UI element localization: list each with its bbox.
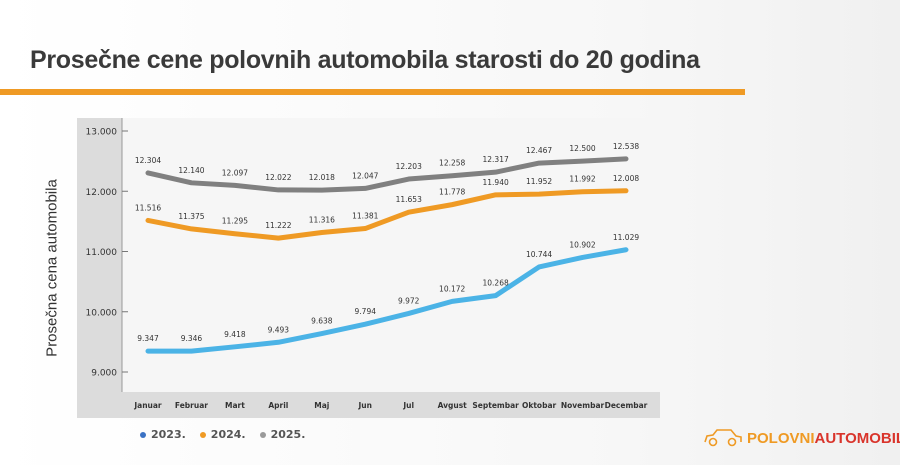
data-label: 11.992 [569, 175, 595, 184]
data-label: 12.022 [265, 173, 291, 182]
data-label: 10.172 [439, 284, 465, 293]
legend: 2023. 2024. 2025. [140, 428, 305, 441]
legend-item: 2024. [199, 428, 246, 441]
chart-title: Prosečne cene polovnih automobila staros… [30, 46, 700, 74]
data-label: 12.467 [526, 146, 552, 155]
legend-label: 2024. [210, 428, 246, 441]
x-tick-label: Jun [358, 401, 372, 410]
data-label: 12.258 [439, 159, 465, 168]
x-tick-label: Maj [314, 401, 329, 410]
data-label: 11.029 [613, 233, 639, 242]
data-label: 12.538 [613, 142, 639, 151]
data-label: 11.375 [178, 212, 204, 221]
legend-item: 2025. [259, 428, 306, 441]
data-label: 9.794 [355, 307, 377, 316]
data-label: 12.008 [613, 174, 639, 183]
series-line-2023 [145, 247, 629, 354]
data-label: 11.778 [439, 188, 465, 197]
car-icon [704, 429, 742, 447]
data-label: 11.316 [309, 215, 335, 224]
data-label: 11.222 [265, 221, 291, 230]
series-line-2025 [145, 156, 629, 193]
data-label: 12.203 [396, 162, 422, 171]
data-label: 11.940 [483, 178, 509, 187]
x-tick-label: Jul [402, 401, 414, 410]
data-label: 12.047 [352, 171, 378, 180]
legend-label: 2025. [270, 428, 306, 441]
y-tick-label: 13.000 [86, 128, 118, 138]
brand-part1: POLOVNI [747, 429, 815, 447]
data-label: 9.972 [398, 296, 420, 305]
legend-item: 2023. [140, 428, 186, 441]
x-tick-label: Avgust [438, 401, 468, 410]
data-label: 11.295 [222, 217, 248, 226]
series-line-2024 [145, 188, 629, 241]
data-label: 9.638 [311, 317, 333, 326]
x-tick-label: Mart [225, 401, 245, 410]
legend-dot [199, 431, 206, 438]
brand-part2: AUTOMOBILI [814, 429, 900, 447]
data-label: 11.952 [526, 177, 552, 186]
data-label: 10.744 [526, 250, 552, 259]
y-tick-label: 11.000 [86, 248, 118, 258]
data-label: 12.018 [309, 173, 335, 182]
data-label: 11.381 [352, 212, 378, 221]
x-tick-label: Decembar [605, 401, 648, 410]
x-tick-label: Januar [133, 401, 162, 410]
data-label: 10.268 [483, 279, 509, 288]
legend-dot [140, 431, 146, 438]
y-tick-label: 10.000 [86, 308, 118, 318]
data-label: 11.516 [135, 203, 161, 212]
x-tick-label: Februar [175, 401, 208, 410]
data-label: 12.304 [135, 156, 161, 165]
data-label: 12.317 [483, 155, 509, 164]
x-tick-label: Oktobar [522, 401, 557, 410]
title-underline [0, 89, 745, 95]
y-tick-label: 12.000 [86, 188, 118, 198]
data-label: 9.418 [224, 330, 246, 339]
data-label: 9.346 [181, 334, 203, 343]
data-label: 12.140 [178, 166, 204, 175]
data-label: 11.653 [396, 195, 422, 204]
data-label: 9.347 [137, 334, 159, 343]
y-tick-label: 9.000 [91, 369, 117, 379]
legend-dot [259, 431, 266, 438]
data-label: 12.500 [569, 144, 595, 153]
x-tick-label: Novembar [561, 401, 605, 410]
legend-label: 2023. [151, 428, 186, 441]
x-tick-label: Septembar [472, 401, 519, 410]
data-label: 12.097 [222, 168, 248, 177]
data-label: 9.493 [268, 325, 290, 334]
data-label: 10.902 [569, 240, 595, 249]
x-tick-label: April [268, 401, 288, 410]
brand-logo: POLOVNIAUTOMOBILI [703, 428, 900, 448]
